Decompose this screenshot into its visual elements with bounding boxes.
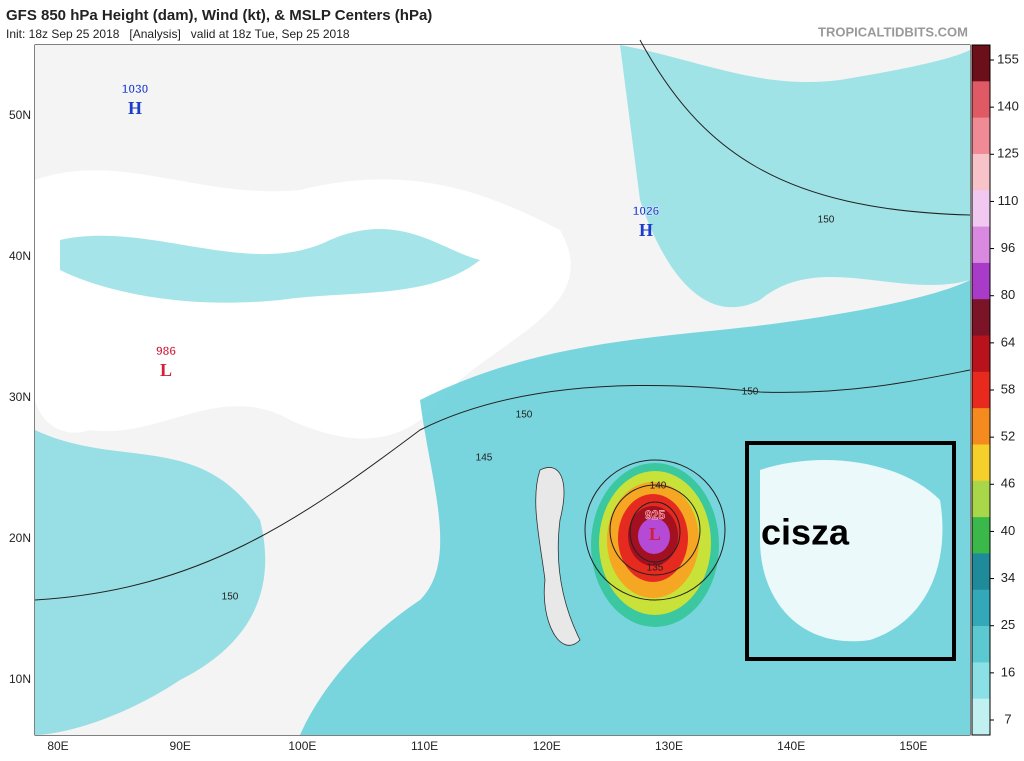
colorbar-label: 40: [1001, 523, 1015, 538]
colorbar-label: 80: [1001, 287, 1015, 302]
wind-field: [60, 229, 480, 303]
colorbar-segment: [972, 662, 990, 700]
lon-label: 140E: [777, 739, 805, 753]
lat-label: 50N: [9, 108, 31, 122]
calm-area: [760, 460, 943, 642]
philippines: [535, 467, 581, 646]
lon-label: 80E: [47, 739, 68, 753]
center-letter: H: [128, 98, 142, 118]
colorbar-label: 140: [997, 99, 1019, 114]
height-contour: [639, 39, 971, 216]
subtitle: Init: 18z Sep 25 2018 [Analysis] valid a…: [6, 27, 350, 41]
colorbar-segment: [972, 371, 990, 409]
height-contour: [609, 484, 701, 576]
center-letter: L: [649, 524, 661, 544]
colorbar-segment: [972, 335, 990, 373]
contours: [34, 39, 971, 601]
colorbar-label: 7: [1004, 711, 1011, 726]
colorbar-label: 46: [1001, 476, 1015, 491]
colorbar-label: 96: [1001, 240, 1015, 255]
center-value: 986: [156, 344, 176, 358]
lat-label: 10N: [9, 672, 31, 686]
colorbar-label: 52: [1001, 429, 1015, 444]
colorbar-label: 64: [1001, 334, 1015, 349]
colorbar-segment: [972, 553, 990, 591]
colorbar-label: 155: [997, 51, 1019, 66]
center-value: 1026: [633, 204, 660, 218]
colorbar-segment: [972, 153, 990, 191]
annotation: cisza: [761, 512, 850, 553]
colorbar-segment: [972, 226, 990, 264]
colorbar-segment: [972, 698, 990, 736]
contour-label: 150: [742, 387, 759, 398]
colorbar-segment: [972, 444, 990, 482]
colorbar-label: 58: [1001, 381, 1015, 396]
lon-label: 130E: [655, 739, 683, 753]
colorbar-segment: [972, 480, 990, 518]
colorbar-segment: [972, 81, 990, 119]
title: GFS 850 hPa Height (dam), Wind (kt), & M…: [6, 7, 432, 24]
colorbar-segment: [972, 299, 990, 337]
colorbar-segment: [972, 626, 990, 663]
lon-label: 150E: [899, 739, 927, 753]
land-plain: [35, 170, 571, 439]
lon-label: 110E: [411, 739, 438, 753]
height-contour: [34, 369, 971, 601]
lon-label: 100E: [288, 739, 316, 753]
height-contour: [629, 501, 681, 563]
colorbar-segment: [972, 45, 990, 82]
site-credit: TROPICALTIDBITS.COM: [818, 24, 968, 39]
contour-label: 135: [647, 563, 664, 574]
map-area: cisza: [34, 39, 971, 736]
colorbar-segment: [972, 589, 990, 627]
center-letter: L: [160, 360, 172, 380]
center-letter: H: [639, 220, 653, 240]
colorbar-segment: [972, 408, 990, 445]
colorbar-segment: [972, 190, 990, 228]
lon-label: 120E: [533, 739, 561, 753]
contour-label: 145: [476, 453, 493, 464]
lat-label: 20N: [9, 531, 31, 545]
contour-label: 150: [222, 592, 239, 603]
colorbar-label: 125: [997, 146, 1019, 161]
colorbar-label: 34: [1001, 570, 1015, 585]
colorbar-segment: [972, 262, 990, 300]
contour-label: 150: [516, 410, 533, 421]
lat-label: 40N: [9, 249, 31, 263]
typhoon-core: [638, 518, 670, 554]
contour-label: 150: [818, 215, 835, 226]
height-contour: [584, 459, 726, 601]
highlight-box: [745, 441, 956, 661]
colorbar-segment: [972, 117, 990, 155]
center-value: 1030: [122, 82, 149, 96]
lat-label: 30N: [9, 390, 31, 404]
wind-field: [35, 430, 266, 735]
lon-label: 90E: [170, 739, 191, 753]
colorbar-label: 16: [1001, 664, 1015, 679]
colorbar-segment: [972, 517, 990, 554]
center-value: 925: [645, 508, 665, 522]
colorbar-label: 110: [998, 193, 1019, 208]
wind-field: [620, 45, 970, 308]
colorbar-label: 25: [1001, 617, 1015, 632]
contour-label: 140: [650, 481, 667, 492]
